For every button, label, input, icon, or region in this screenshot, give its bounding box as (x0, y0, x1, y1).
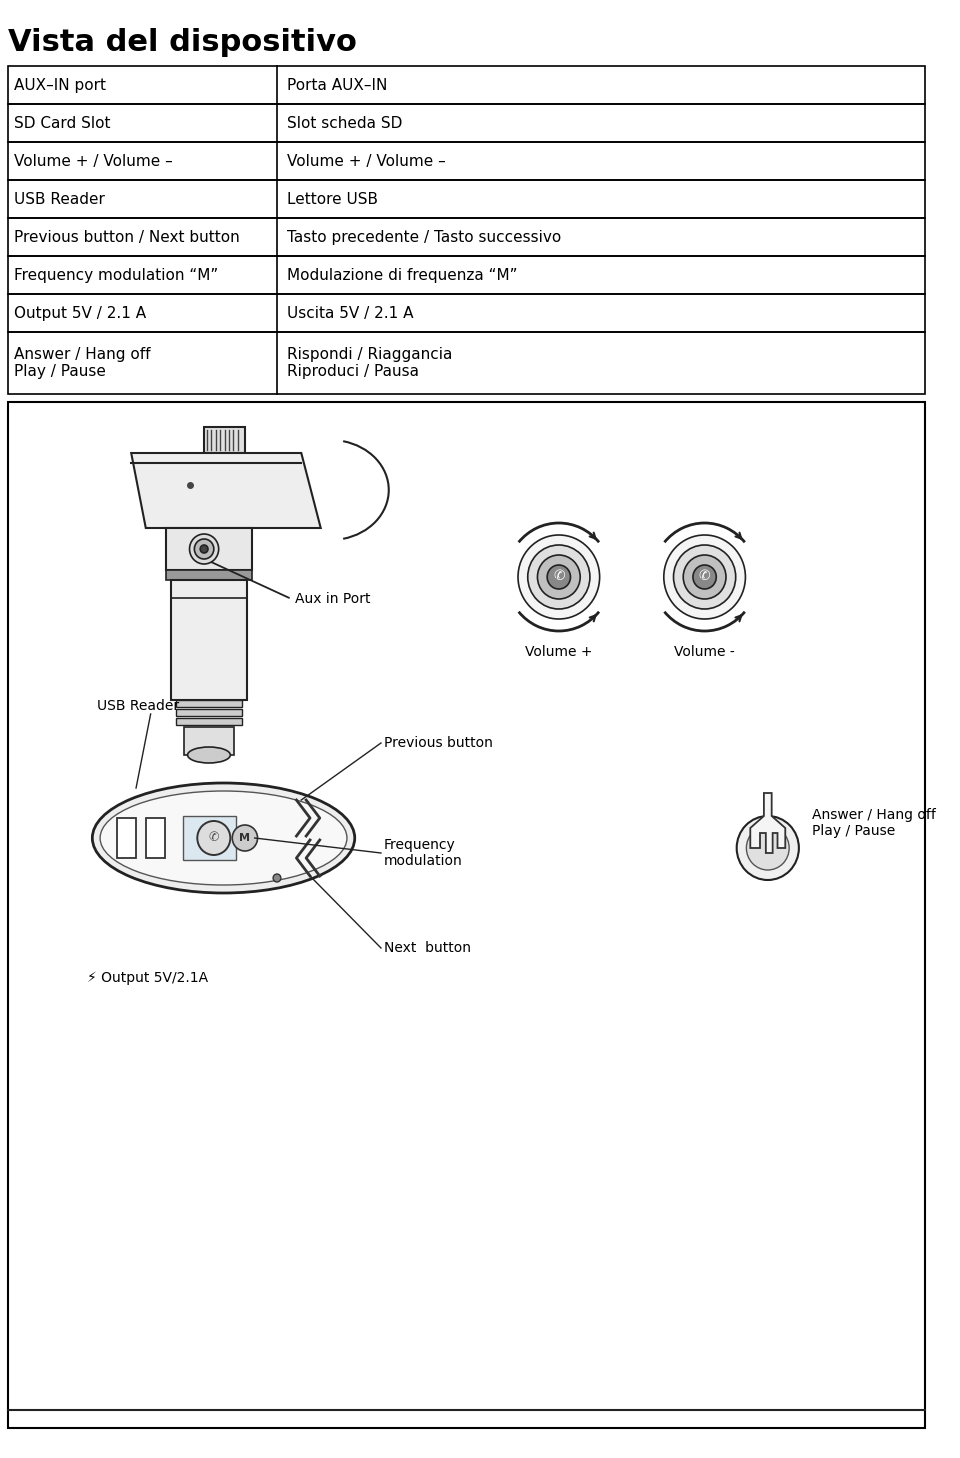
Bar (116, 818, 136, 857)
Text: Aux in Port: Aux in Port (296, 592, 371, 607)
Circle shape (194, 539, 214, 558)
Text: USB Reader: USB Reader (13, 191, 105, 207)
Text: Modulazione di frequenza “M”: Modulazione di frequenza “M” (287, 267, 517, 283)
Circle shape (518, 535, 600, 620)
Bar (166, 570, 252, 580)
Text: Volume + / Volume –: Volume + / Volume – (287, 153, 445, 169)
Bar (182, 816, 236, 860)
Circle shape (232, 825, 257, 851)
Text: Volume + / Volume –: Volume + / Volume – (13, 153, 173, 169)
Circle shape (693, 566, 716, 589)
Circle shape (747, 827, 789, 870)
Text: Tasto precedente / Tasto successivo: Tasto precedente / Tasto successivo (287, 229, 561, 245)
Circle shape (674, 545, 735, 609)
Bar (8, 332, 925, 394)
Text: Frequency modulation “M”: Frequency modulation “M” (13, 267, 218, 283)
Circle shape (189, 534, 219, 564)
Polygon shape (132, 453, 321, 528)
Text: Next  button: Next button (384, 940, 471, 955)
Bar (166, 528, 252, 570)
Bar (176, 709, 242, 716)
Bar (171, 580, 247, 700)
Text: ✆: ✆ (553, 569, 564, 583)
Bar (146, 818, 165, 857)
Text: ✆: ✆ (208, 831, 219, 844)
Text: Vista del dispositivo: Vista del dispositivo (8, 28, 357, 57)
Text: ⚡ Output 5V/2.1A: ⚡ Output 5V/2.1A (87, 971, 208, 986)
Bar (8, 104, 925, 141)
Ellipse shape (92, 783, 355, 892)
Polygon shape (751, 793, 785, 853)
Text: AUX–IN port: AUX–IN port (13, 77, 106, 92)
Text: Answer / Hang off
Play / Pause: Answer / Hang off Play / Pause (13, 347, 150, 379)
Circle shape (198, 821, 230, 854)
Text: Previous button: Previous button (384, 736, 492, 749)
Circle shape (663, 535, 745, 620)
Text: Frequency
modulation: Frequency modulation (384, 838, 463, 868)
Bar (8, 141, 925, 179)
Ellipse shape (187, 746, 230, 763)
Circle shape (736, 816, 799, 881)
Bar (8, 295, 925, 332)
Text: Rispondi / Riaggancia
Riproduci / Pausa: Rispondi / Riaggancia Riproduci / Pausa (287, 347, 452, 379)
Ellipse shape (100, 792, 347, 885)
Text: Slot scheda SD: Slot scheda SD (287, 115, 402, 131)
Circle shape (201, 545, 208, 553)
Circle shape (547, 566, 570, 589)
Text: ✆: ✆ (699, 569, 710, 583)
Bar (8, 402, 925, 1427)
Bar (183, 728, 234, 755)
Bar (8, 219, 925, 257)
Text: Lettore USB: Lettore USB (287, 191, 377, 207)
Bar (8, 66, 925, 104)
Text: SD Card Slot: SD Card Slot (13, 115, 110, 131)
Text: Answer / Hang off
Play / Pause: Answer / Hang off Play / Pause (811, 808, 935, 838)
Bar (176, 700, 242, 707)
Circle shape (528, 545, 590, 609)
Bar (204, 427, 245, 453)
Circle shape (684, 555, 726, 599)
Bar (8, 257, 925, 295)
Text: Porta AUX–IN: Porta AUX–IN (287, 77, 387, 92)
Circle shape (538, 555, 580, 599)
Bar (176, 717, 242, 725)
Text: USB Reader: USB Reader (97, 698, 180, 713)
Text: Previous button / Next button: Previous button / Next button (13, 229, 239, 245)
Circle shape (273, 873, 281, 882)
Text: Output 5V / 2.1 A: Output 5V / 2.1 A (13, 306, 146, 321)
Text: M: M (239, 833, 251, 843)
Text: Volume +: Volume + (525, 644, 592, 659)
Text: Volume -: Volume - (674, 644, 735, 659)
Text: Uscita 5V / 2.1 A: Uscita 5V / 2.1 A (287, 306, 413, 321)
Bar (8, 179, 925, 219)
